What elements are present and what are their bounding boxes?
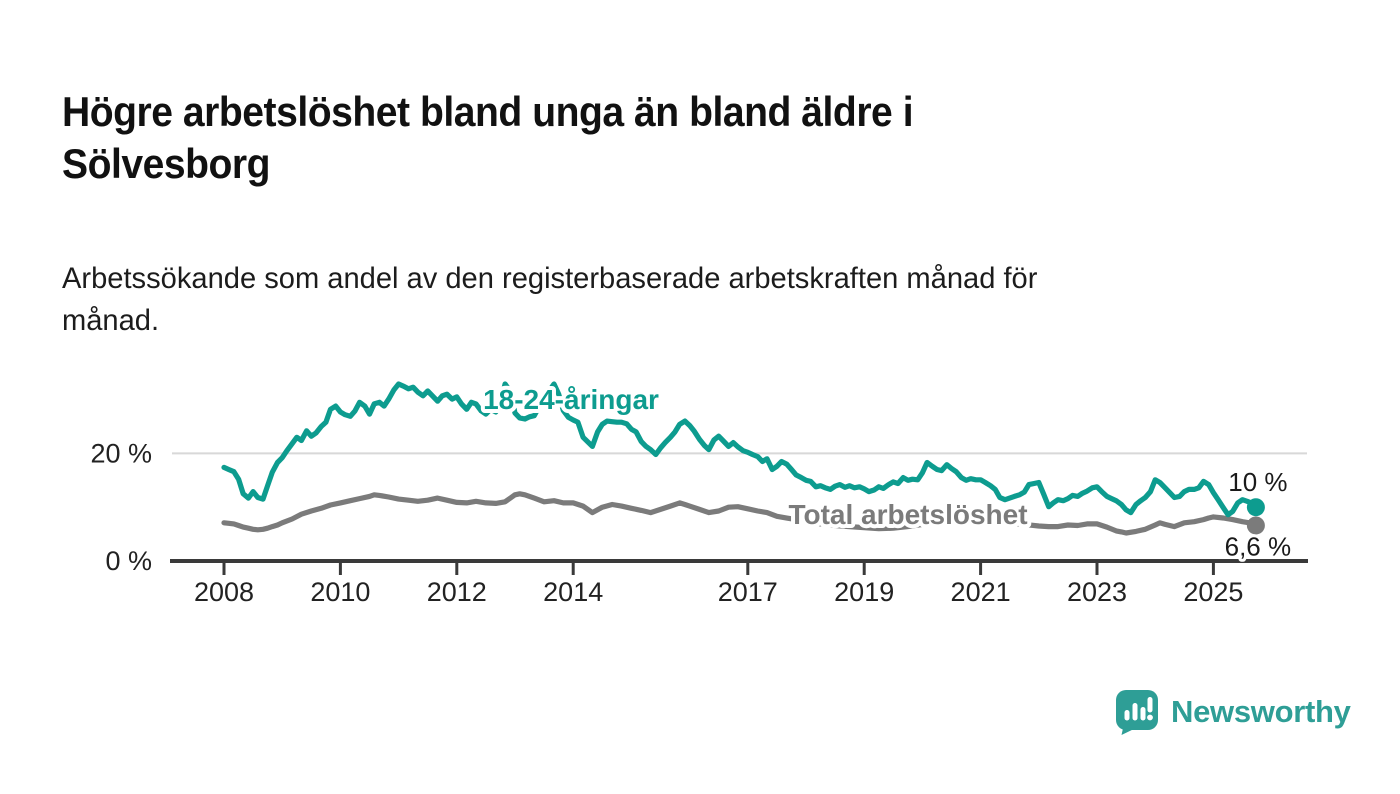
total-series-label: Total arbetslöshet <box>788 499 1027 530</box>
x-tick-label: 2014 <box>543 577 603 607</box>
y-axis-label: 20 % <box>90 438 152 468</box>
youth-series-line <box>221 381 1259 518</box>
youth-end-value-label: 10 % <box>1228 467 1287 497</box>
x-tick-label: 2019 <box>834 577 894 607</box>
youth-series-label: 18-24-åringar <box>483 384 659 415</box>
x-tick-label: 2010 <box>310 577 370 607</box>
page-title-line1: Högre arbetslöshet bland unga än bland ä… <box>62 88 914 136</box>
chart-subtitle-line2: månad. <box>62 304 160 337</box>
newsworthy-logo: Newsworthy <box>1114 688 1351 736</box>
newsworthy-speech-bubble-bar-chart-icon <box>1116 690 1158 735</box>
total-end-value-label: 6,6 % <box>1225 531 1292 561</box>
youth-end-dot <box>1246 498 1265 517</box>
x-tick-label: 2025 <box>1183 577 1243 607</box>
newsworthy-logo-text: Newsworthy <box>1171 694 1351 729</box>
x-tick-label: 2012 <box>427 577 487 607</box>
x-tick-label: 2008 <box>194 577 254 607</box>
chart-subtitle-line1: Arbetssökande som andel av den registerb… <box>62 262 1038 295</box>
x-tick-label: 2017 <box>718 577 778 607</box>
x-tick-label: 2021 <box>951 577 1011 607</box>
page-title-line2: Sölvesborg <box>62 140 271 188</box>
page-title: Högre arbetslöshet bland unga än bland ä… <box>62 86 1290 190</box>
y-axis-label: 0 % <box>105 546 152 576</box>
x-tick-label: 2023 <box>1067 577 1127 607</box>
chart-subtitle: Arbetssökande som andel av den registerb… <box>62 258 1275 342</box>
total-end-dot <box>1246 516 1265 535</box>
total-series-line <box>221 491 1259 536</box>
